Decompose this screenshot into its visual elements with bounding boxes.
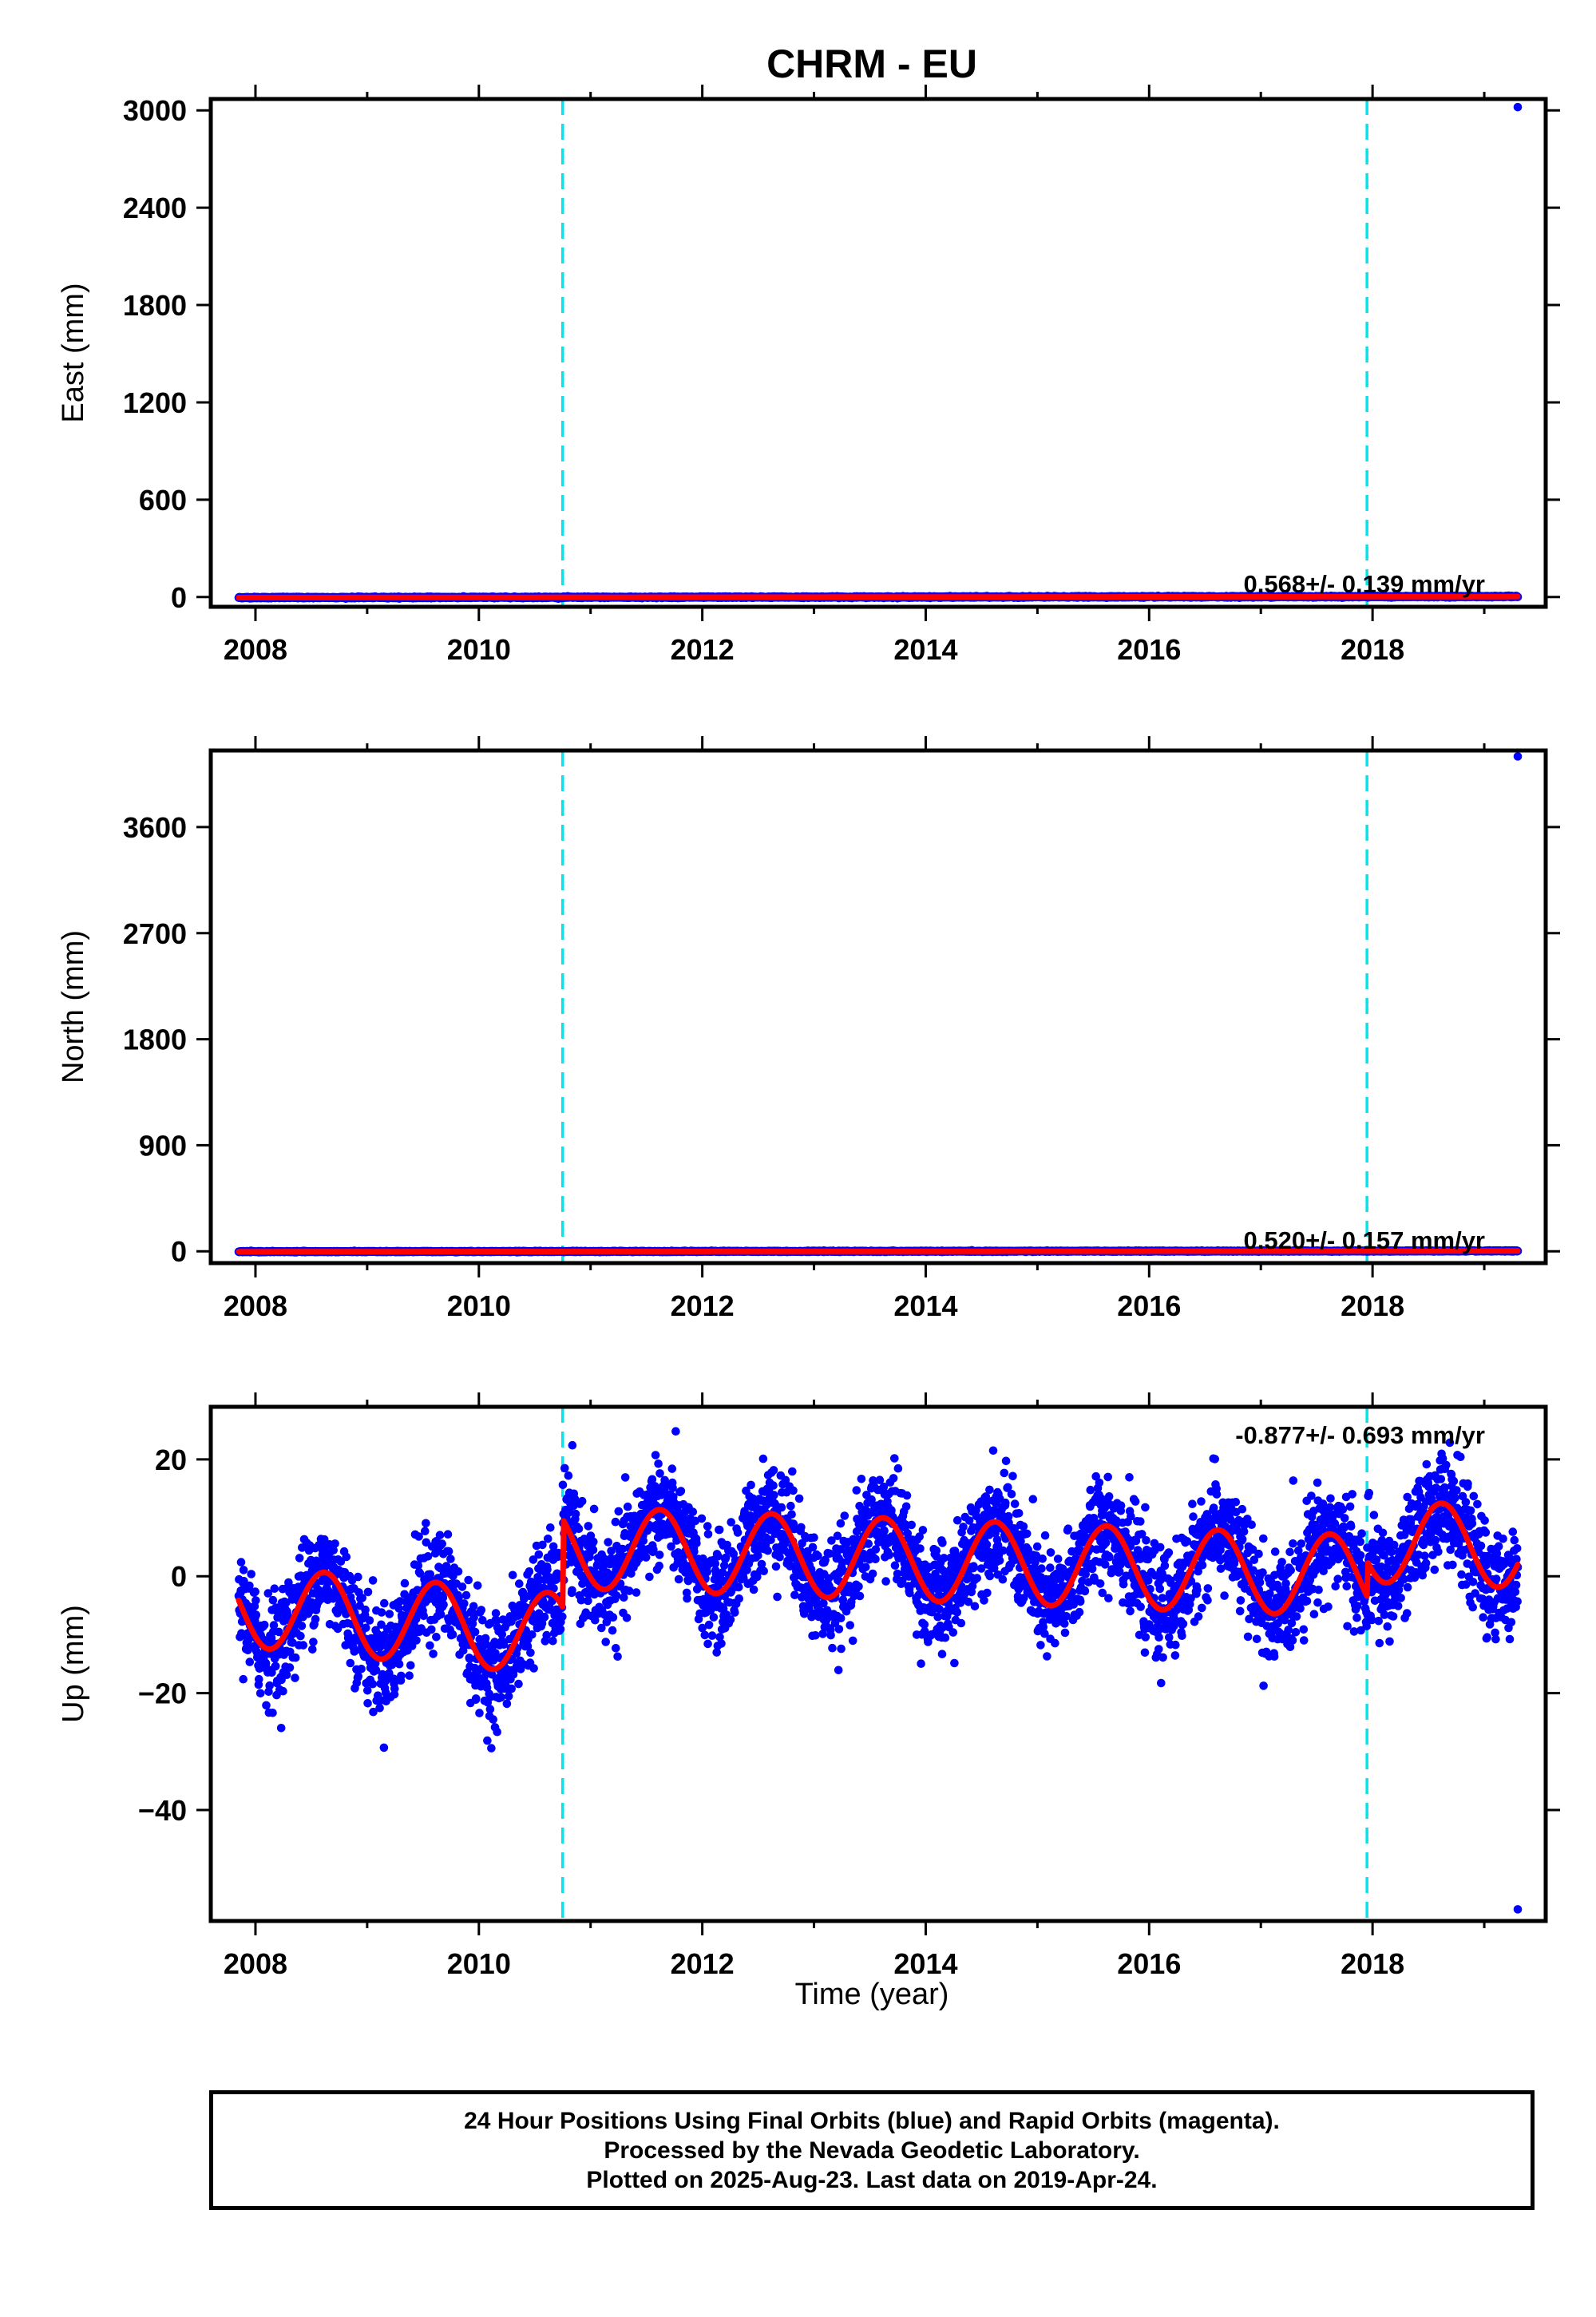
plot-frame: [208, 97, 1548, 609]
x-tick-label: 2016: [1117, 633, 1181, 666]
outlier-point-1: [1513, 102, 1523, 112]
x-tick-label: 2010: [447, 633, 511, 666]
y-tick-label: 1200: [123, 386, 187, 419]
panel-north: 2008 2010 2012 2014 2016 20180900180027003600…: [57, 736, 1560, 1322]
chart-title: CHRM - EU: [766, 42, 977, 86]
x-tick-label: 2012: [671, 633, 735, 666]
x-tick-label: 2008: [224, 633, 287, 666]
y-tick-label: 1800: [123, 289, 187, 322]
x-tick-label: 2014: [893, 633, 957, 666]
y-axis-label: East (mm): [57, 283, 90, 422]
rate-annotation: 0.568+/- 0.139 mm/yr: [1244, 570, 1485, 598]
y-tick-label: 0: [171, 581, 187, 614]
y-tick-label: 2400: [123, 192, 187, 224]
y-tick-label: 600: [139, 484, 187, 517]
y-tick-label: 3000: [123, 94, 187, 127]
panel-east: 2008 2010 2012 2014 2016 2018 0 600 1200 1800 2400…: [57, 85, 1560, 666]
x-tick-label: 2018: [1341, 633, 1404, 666]
